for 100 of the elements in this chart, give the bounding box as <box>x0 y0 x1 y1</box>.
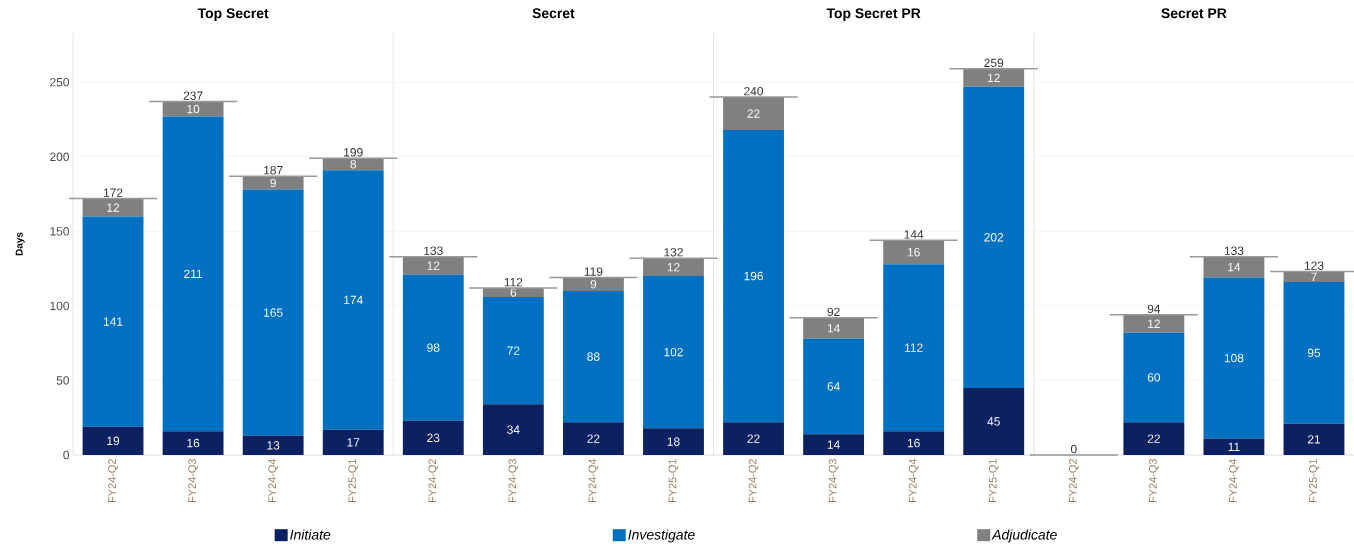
data-label: 7 <box>1311 272 1317 281</box>
chart-title: Top Secret PR <box>826 8 921 21</box>
x-tick-label: FY24-Q4 <box>1229 458 1239 503</box>
data-label: 12 <box>1148 319 1160 328</box>
data-label: 102 <box>664 347 683 357</box>
data-label: 211 <box>184 269 203 278</box>
bar <box>1123 332 1185 423</box>
bar <box>643 276 704 429</box>
x-tick-label: FY24-Q3 <box>828 459 839 503</box>
data-label: 112 <box>905 343 923 352</box>
total-label: 133 <box>424 246 443 255</box>
chart-title: Top Secret <box>197 8 269 21</box>
data-label: 22 <box>747 434 760 443</box>
data-label: 108 <box>1224 353 1244 363</box>
data-label: 13 <box>267 441 280 450</box>
y-tick-label: 50 <box>56 376 70 385</box>
x-tick-label: FY24-Q3 <box>188 459 198 503</box>
total-label: 92 <box>827 307 840 317</box>
data-label: 22 <box>587 434 600 443</box>
data-label: 16 <box>907 438 920 448</box>
data-label: 98 <box>427 343 440 352</box>
bar <box>723 129 784 423</box>
bar <box>402 420 464 455</box>
y-axis-title: Days <box>15 232 25 256</box>
bar <box>803 338 865 435</box>
data-label: 9 <box>270 178 276 188</box>
x-tick-label: FY24-Q3 <box>508 459 519 503</box>
x-tick-label: FY24-Q4 <box>268 458 279 503</box>
data-label: 6 <box>510 288 517 297</box>
bar <box>643 428 704 455</box>
data-label: 10 <box>187 104 200 114</box>
data-label: 45 <box>987 417 1000 426</box>
bar <box>242 176 304 190</box>
bar <box>322 170 384 430</box>
x-tick-label: FY24-Q2 <box>748 459 759 503</box>
x-tick-label: FY24-Q3 <box>1149 459 1159 503</box>
x-tick-label: FY24-Q2 <box>428 459 439 503</box>
data-label: 14 <box>827 324 840 333</box>
bar <box>883 240 945 265</box>
data-label: 14 <box>827 440 840 449</box>
bar <box>883 264 945 432</box>
y-tick-label: 150 <box>50 227 70 236</box>
total-label: 133 <box>1224 246 1244 255</box>
data-label: 88 <box>587 352 600 361</box>
bar <box>402 256 464 275</box>
data-label: 72 <box>507 346 520 355</box>
data-label: 174 <box>344 295 363 305</box>
total-label: 112 <box>504 277 523 287</box>
bar <box>963 86 1025 388</box>
total-label: 199 <box>344 148 363 157</box>
bar <box>1203 256 1265 278</box>
bar <box>482 404 544 455</box>
data-label: 12 <box>427 261 440 270</box>
bar <box>1283 271 1345 283</box>
y-tick-label: 100 <box>50 301 70 311</box>
y-tick-label: 250 <box>50 77 70 87</box>
total-label: 187 <box>264 165 283 175</box>
x-tick-label: FY24-Q4 <box>908 458 919 503</box>
bar <box>1203 277 1265 439</box>
total-label: 259 <box>984 58 1004 68</box>
data-label: 95 <box>1307 348 1321 358</box>
bar <box>162 101 224 117</box>
total-label: 237 <box>183 91 203 100</box>
total-label: 119 <box>584 267 603 276</box>
data-label: 64 <box>827 382 840 391</box>
bar <box>82 198 144 217</box>
bar <box>1123 422 1185 455</box>
data-label: 23 <box>427 433 440 443</box>
bar <box>242 435 304 455</box>
total-label: 132 <box>664 248 683 257</box>
bar <box>643 258 704 277</box>
data-label: 12 <box>987 73 1000 82</box>
bar <box>482 296 544 405</box>
data-label: 141 <box>103 317 123 326</box>
bar <box>963 68 1025 87</box>
data-label: 196 <box>744 271 763 281</box>
data-label: 16 <box>907 247 920 257</box>
data-label: 12 <box>667 262 680 272</box>
total-label: 94 <box>1147 304 1161 314</box>
bar <box>242 189 304 436</box>
x-tick-label: FY24-Q2 <box>108 459 118 503</box>
data-label: 9 <box>590 280 597 289</box>
x-tick-label: FY25-Q1 <box>1309 459 1319 503</box>
data-label: 34 <box>507 425 520 434</box>
x-tick-label: FY25-Q1 <box>988 459 999 503</box>
x-tick-label: FY24-Q4 <box>588 458 599 503</box>
data-label: 22 <box>1147 434 1160 443</box>
data-label: 8 <box>350 159 357 169</box>
bar <box>562 277 624 291</box>
bar <box>723 422 784 455</box>
text: 0 <box>1070 444 1077 454</box>
y-tick-label: 200 <box>50 152 70 161</box>
data-label: 14 <box>1228 263 1241 272</box>
bar <box>82 426 144 455</box>
x-tick-label: FY24-Q2 <box>1068 459 1079 503</box>
data-label: 21 <box>1307 435 1321 444</box>
data-label: 22 <box>747 109 760 118</box>
bar <box>1123 314 1185 333</box>
bar <box>562 290 624 423</box>
bar <box>803 434 865 455</box>
